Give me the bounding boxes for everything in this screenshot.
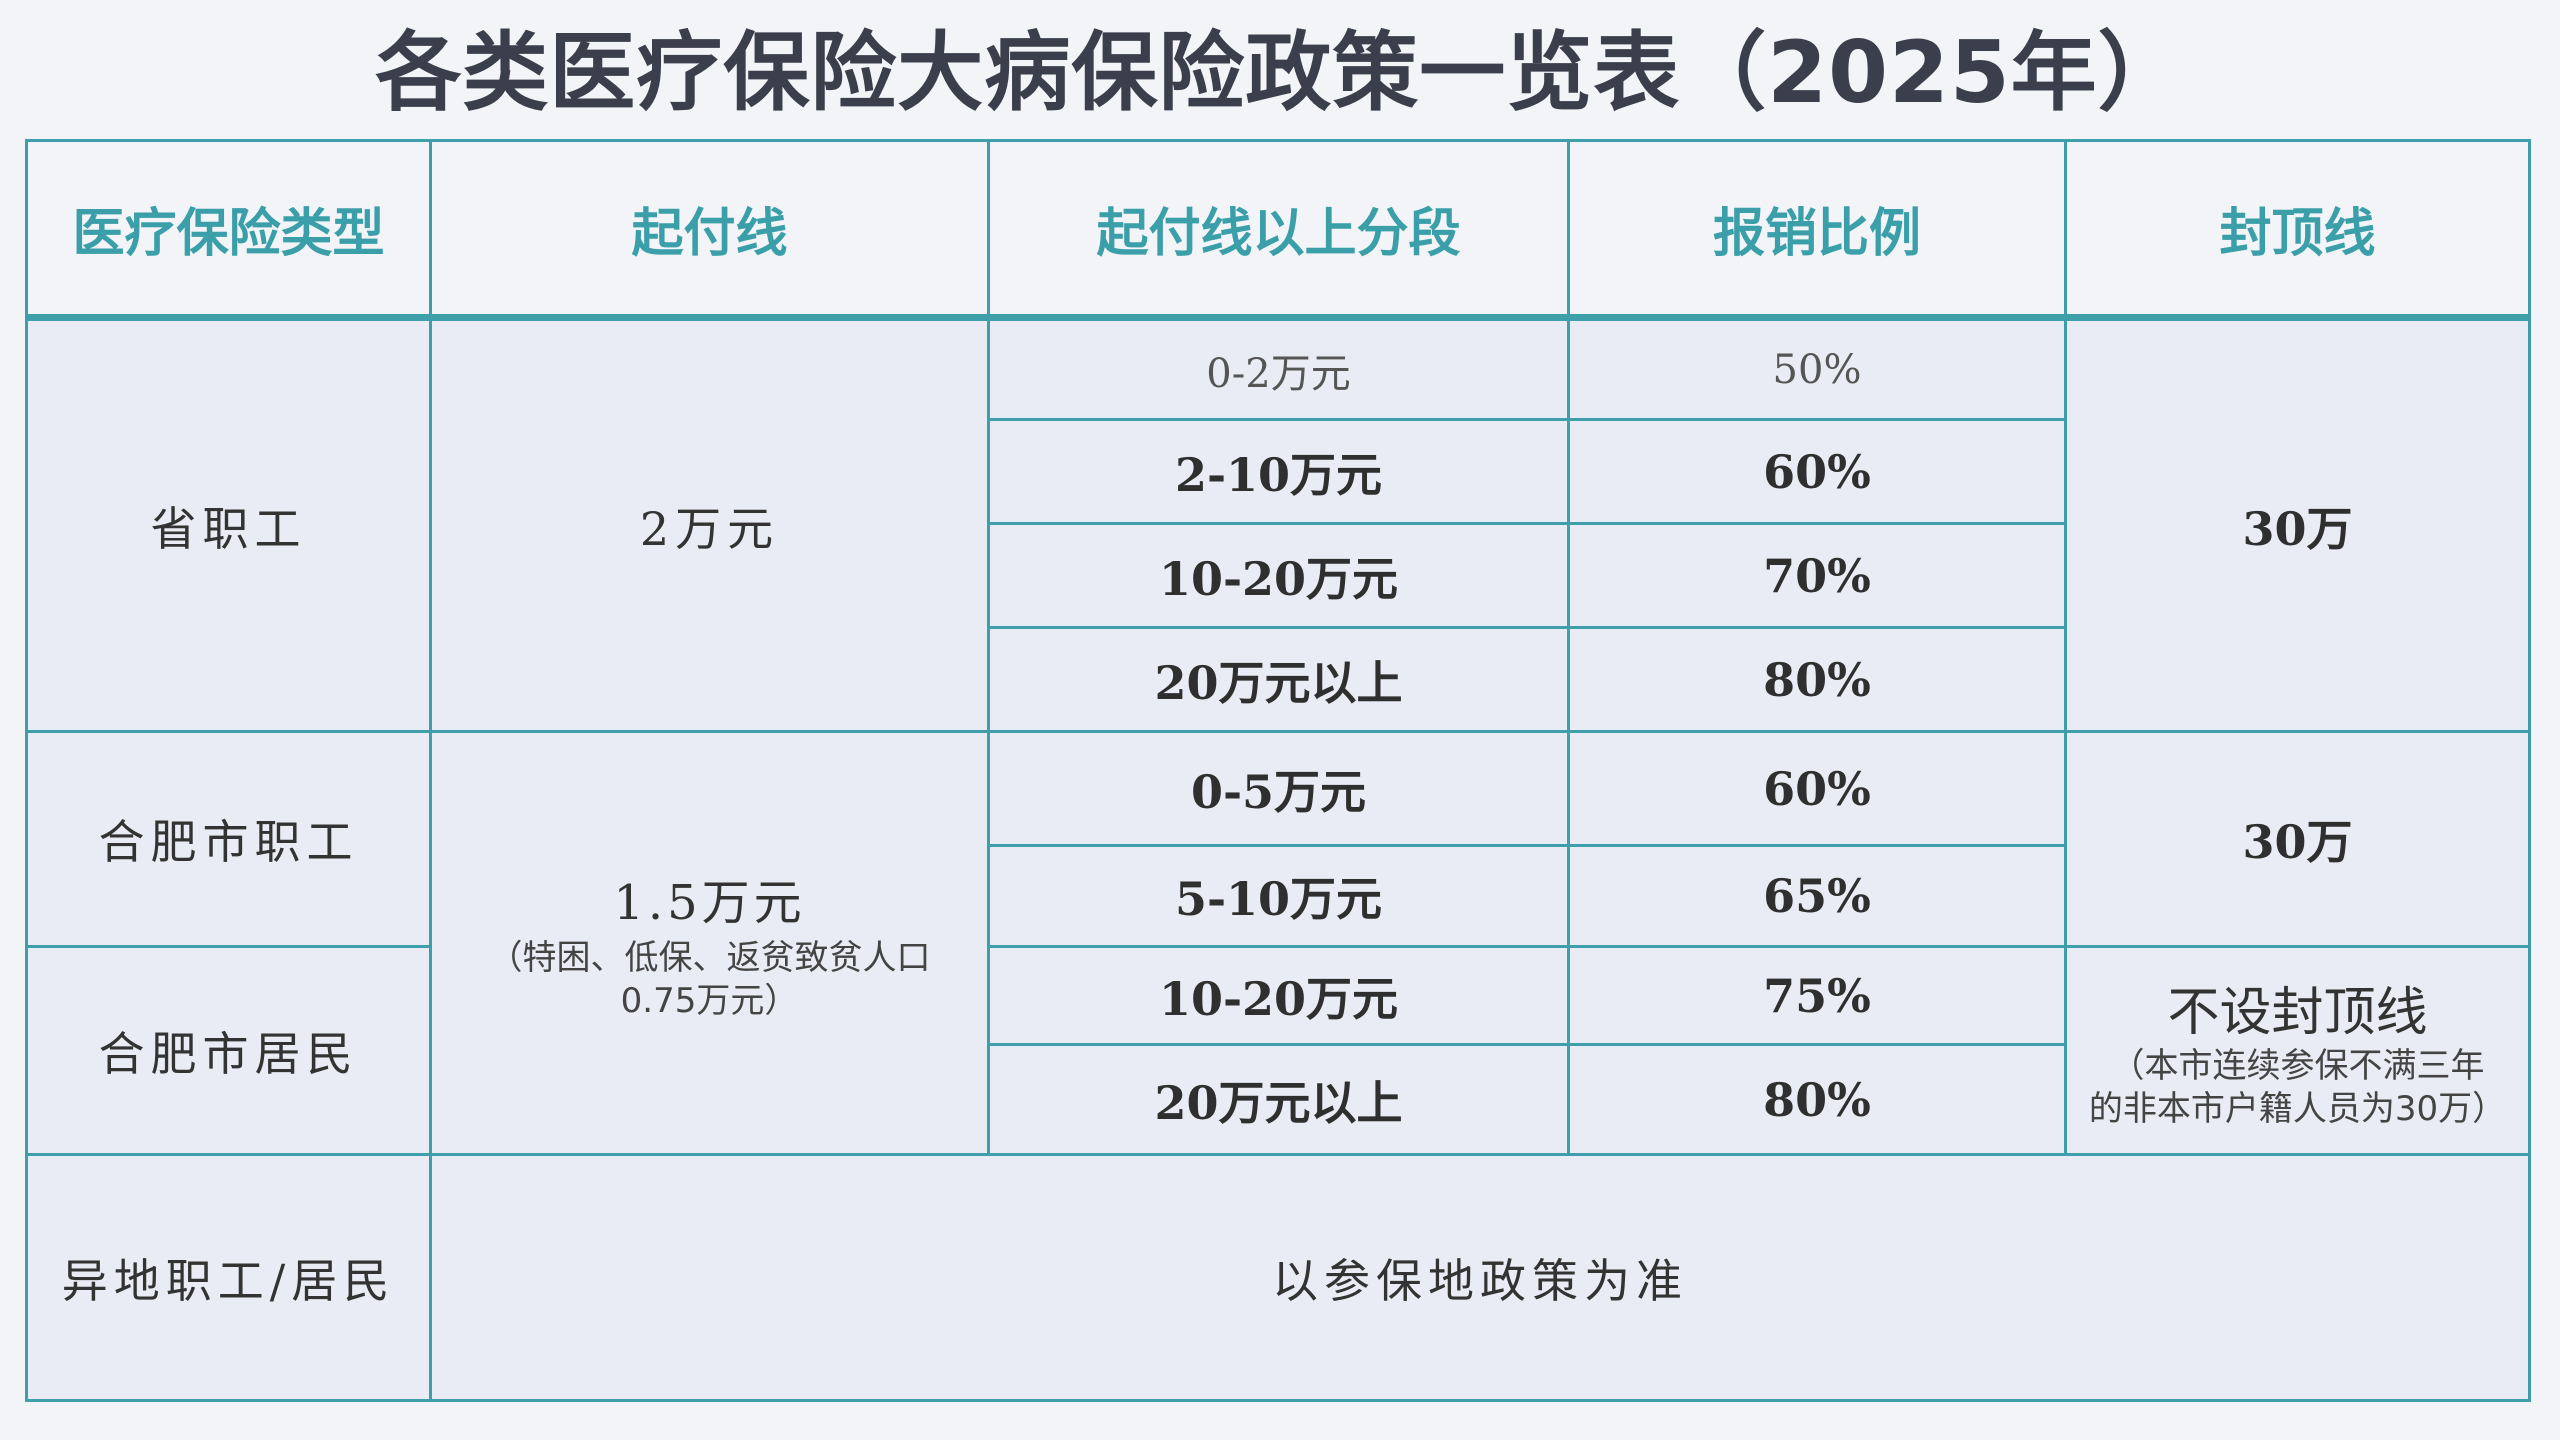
policy-table: 医疗保险类型 起付线 起付线以上分段 报销比例 封顶线 省职工 2万元 0-2万… [25,139,2531,1402]
type-other-region: 异地职工/居民 [25,1153,432,1402]
deductible-hefei-note: 0.75万元） [620,981,799,1021]
deductible-hefei: 1.5万元 （特困、低保、返贫致贫人口 0.75万元） [429,730,990,1156]
table-row: 20万元以上 80% [27,1043,2530,1156]
deductible-hefei-note: （特困、低保、返贫致贫人口 [488,938,931,978]
segment-cell: 10-20万元 [987,945,1570,1046]
header-row: 医疗保险类型 起付线 起付线以上分段 报销比例 封顶线 [25,139,2531,321]
table-row: 5-10万元 65% [27,844,2530,948]
page-title: 各类医疗保险大病保险政策一览表（2025年） [375,23,2185,123]
table-row: 合肥市职工 1.5万元 （特困、低保、返贫致贫人口 0.75万元） 0-5万元 … [25,730,2531,1156]
ratio-cell: 70% [1567,522,2067,629]
header-reimbursement-ratio: 报销比例 [1567,139,2067,321]
table-row: 合肥市居民 10-20万元 75% 不设封顶线 （本市连续参保不满三年 的非本市… [25,945,2531,1156]
table-row: 异地职工/居民 以参保地政策为准 [25,1153,2531,1402]
segment-cell: 0-5万元 [987,730,1570,847]
ratio-cell: 50% [1567,316,2067,421]
cap-hefei-resident-value: 不设封顶线 [2167,983,2428,1043]
ratio-cell: 80% [1567,1043,2067,1156]
deductible-provincial: 2万元 [429,316,990,733]
ratio-cell: 65% [1567,844,2067,948]
segment-cell: 0-2万元 [987,316,1570,421]
header-segment: 起付线以上分段 [987,139,1570,321]
header-cap: 封顶线 [2064,139,2531,321]
table-row: 20万元以上 80% [27,626,2530,733]
ratio-cell: 80% [1567,626,2067,733]
table-row: 2-10万元 60% [27,418,2530,525]
type-provincial-employee: 省职工 [25,316,432,733]
ratio-cell: 60% [1567,730,2067,847]
segment-cell: 5-10万元 [987,844,1570,948]
ratio-cell: 60% [1567,418,2067,525]
table-row: 省职工 2万元 0-2万元 50% 30万 [25,316,2531,733]
segment-cell: 20万元以上 [987,1043,1570,1156]
segment-cell: 20万元以上 [987,626,1570,733]
header-insurance-type: 医疗保险类型 [25,139,432,321]
type-hefei-resident: 合肥市居民 [25,945,432,1156]
segment-cell: 10-20万元 [987,522,1570,629]
cap-provincial: 30万 [2064,316,2531,733]
table-row: 10-20万元 70% [27,522,2530,629]
segment-cell: 2-10万元 [987,418,1570,525]
cap-hefei-resident: 不设封顶线 （本市连续参保不满三年 的非本市户籍人员为30万） [2064,945,2531,1156]
type-hefei-employee: 合肥市职工 [25,730,432,948]
cap-hefei-employee: 30万 [2064,730,2531,948]
header-deductible: 起付线 [429,139,990,321]
cap-hefei-resident-note: 的非本市户籍人员为30万） [2088,1089,2507,1129]
deductible-hefei-value: 1.5万元 [613,875,806,931]
other-region-policy: 以参保地政策为准 [429,1153,2531,1402]
cap-hefei-resident-note: （本市连续参保不满三年 [2110,1046,2485,1086]
ratio-cell: 75% [1567,945,2067,1046]
